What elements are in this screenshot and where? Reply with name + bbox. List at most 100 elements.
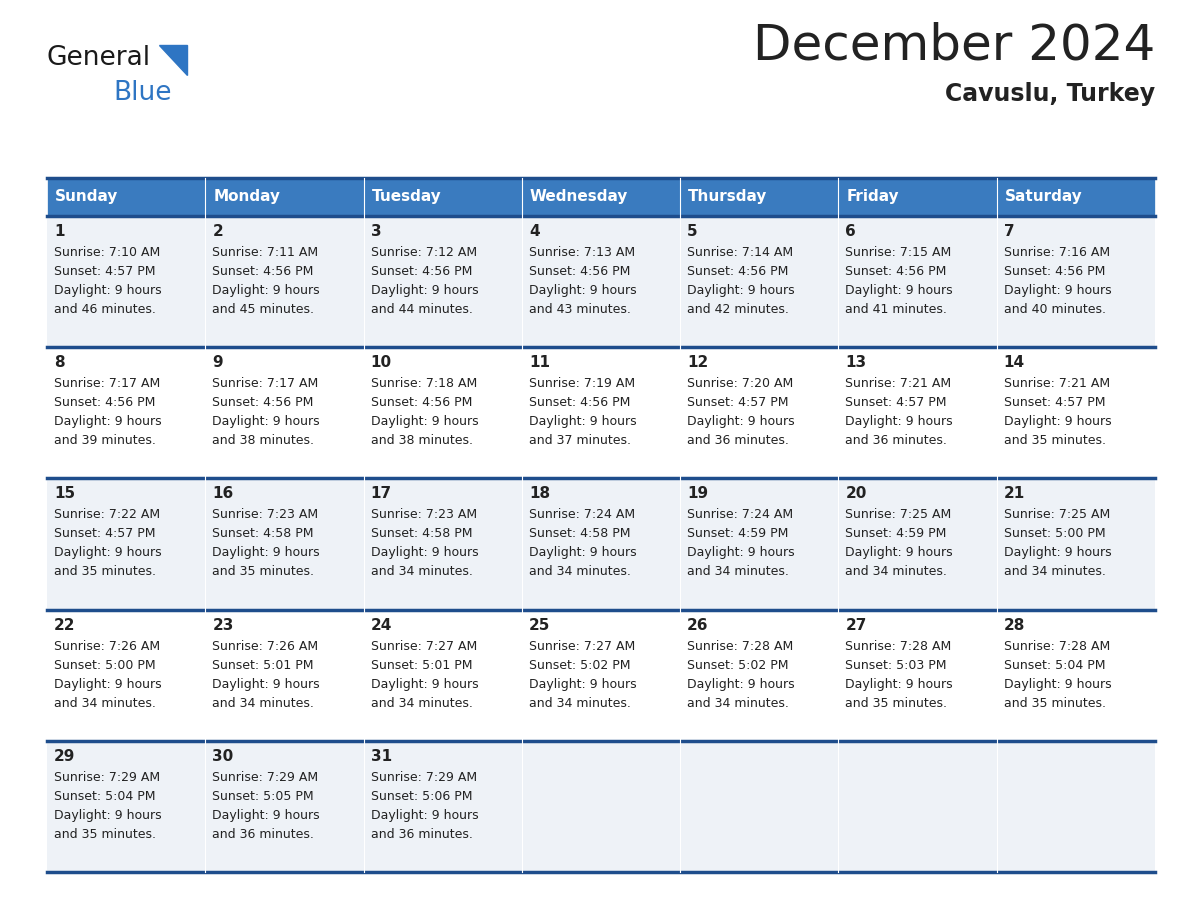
Bar (364, 216, 522, 347)
Text: Daylight: 9 hours: Daylight: 9 hours (53, 284, 162, 297)
Text: Sunrise: 7:23 AM: Sunrise: 7:23 AM (371, 509, 476, 521)
Bar (48, 216, 206, 347)
Text: Sunrise: 7:22 AM: Sunrise: 7:22 AM (53, 509, 160, 521)
Text: Sunset: 4:56 PM: Sunset: 4:56 PM (1004, 265, 1105, 278)
Text: 14: 14 (1004, 355, 1025, 370)
Text: Saturday: Saturday (1005, 189, 1082, 205)
Text: Sunset: 5:03 PM: Sunset: 5:03 PM (846, 658, 947, 672)
Text: Sunrise: 7:23 AM: Sunrise: 7:23 AM (213, 509, 318, 521)
Text: Sunrise: 7:19 AM: Sunrise: 7:19 AM (529, 377, 634, 390)
Text: Daylight: 9 hours: Daylight: 9 hours (846, 415, 953, 428)
Text: and 35 minutes.: and 35 minutes. (53, 565, 156, 578)
Text: Sunset: 5:01 PM: Sunset: 5:01 PM (213, 658, 314, 672)
Bar (48, 610, 206, 741)
Text: and 45 minutes.: and 45 minutes. (213, 303, 315, 316)
Text: Sunrise: 7:17 AM: Sunrise: 7:17 AM (213, 377, 318, 390)
Text: December 2024: December 2024 (753, 22, 1155, 70)
Bar (839, 216, 997, 347)
Text: Sunrise: 7:29 AM: Sunrise: 7:29 AM (53, 771, 160, 784)
Text: Daylight: 9 hours: Daylight: 9 hours (213, 546, 320, 559)
Bar (206, 216, 364, 347)
Text: 11: 11 (529, 355, 550, 370)
Text: and 43 minutes.: and 43 minutes. (529, 303, 631, 316)
Text: and 34 minutes.: and 34 minutes. (529, 565, 631, 578)
Text: and 34 minutes.: and 34 minutes. (687, 565, 789, 578)
Text: and 34 minutes.: and 34 minutes. (213, 697, 314, 710)
Bar (206, 610, 364, 741)
Text: Sunrise: 7:28 AM: Sunrise: 7:28 AM (687, 640, 794, 653)
Bar (681, 478, 839, 610)
Text: and 34 minutes.: and 34 minutes. (846, 565, 947, 578)
Text: Sunset: 5:00 PM: Sunset: 5:00 PM (53, 658, 156, 672)
Text: Sunset: 4:58 PM: Sunset: 4:58 PM (371, 528, 472, 541)
Bar (839, 347, 997, 478)
Text: Daylight: 9 hours: Daylight: 9 hours (846, 546, 953, 559)
Text: 4: 4 (529, 224, 539, 239)
Text: Sunset: 4:58 PM: Sunset: 4:58 PM (529, 528, 631, 541)
Bar (681, 741, 839, 872)
Text: 15: 15 (53, 487, 75, 501)
Text: Daylight: 9 hours: Daylight: 9 hours (846, 677, 953, 690)
Text: Sunset: 5:05 PM: Sunset: 5:05 PM (213, 789, 314, 803)
Text: Daylight: 9 hours: Daylight: 9 hours (371, 284, 479, 297)
Bar (997, 610, 1155, 741)
Bar (206, 741, 364, 872)
Text: Sunset: 4:59 PM: Sunset: 4:59 PM (687, 528, 789, 541)
Text: and 34 minutes.: and 34 minutes. (371, 565, 473, 578)
Text: and 35 minutes.: and 35 minutes. (53, 828, 156, 841)
Text: Daylight: 9 hours: Daylight: 9 hours (1004, 677, 1111, 690)
Text: Sunset: 5:00 PM: Sunset: 5:00 PM (1004, 528, 1105, 541)
Text: and 34 minutes.: and 34 minutes. (529, 697, 631, 710)
Text: Sunset: 5:04 PM: Sunset: 5:04 PM (1004, 658, 1105, 672)
Text: and 34 minutes.: and 34 minutes. (371, 697, 473, 710)
Bar (522, 741, 681, 872)
Text: Sunrise: 7:27 AM: Sunrise: 7:27 AM (529, 640, 636, 653)
Text: Sunrise: 7:16 AM: Sunrise: 7:16 AM (1004, 246, 1110, 259)
Text: and 34 minutes.: and 34 minutes. (1004, 565, 1106, 578)
Bar (206, 178, 364, 216)
Text: Sunrise: 7:25 AM: Sunrise: 7:25 AM (846, 509, 952, 521)
Text: 23: 23 (213, 618, 234, 633)
Bar (522, 178, 681, 216)
Text: and 35 minutes.: and 35 minutes. (846, 697, 947, 710)
Text: Sunset: 4:58 PM: Sunset: 4:58 PM (213, 528, 314, 541)
Text: and 41 minutes.: and 41 minutes. (846, 303, 947, 316)
Bar (839, 478, 997, 610)
Text: and 34 minutes.: and 34 minutes. (687, 697, 789, 710)
Text: Daylight: 9 hours: Daylight: 9 hours (213, 809, 320, 822)
Text: 5: 5 (687, 224, 697, 239)
Text: Sunset: 5:02 PM: Sunset: 5:02 PM (529, 658, 631, 672)
Text: Wednesday: Wednesday (530, 189, 628, 205)
Text: 28: 28 (1004, 618, 1025, 633)
Text: Sunrise: 7:24 AM: Sunrise: 7:24 AM (687, 509, 794, 521)
Text: and 36 minutes.: and 36 minutes. (213, 828, 314, 841)
Bar (48, 347, 206, 478)
Bar (364, 347, 522, 478)
Text: Daylight: 9 hours: Daylight: 9 hours (846, 284, 953, 297)
Bar (839, 741, 997, 872)
Text: Daylight: 9 hours: Daylight: 9 hours (687, 284, 795, 297)
Text: Sunset: 5:01 PM: Sunset: 5:01 PM (371, 658, 472, 672)
Bar (997, 347, 1155, 478)
Text: Daylight: 9 hours: Daylight: 9 hours (1004, 284, 1111, 297)
Text: 21: 21 (1004, 487, 1025, 501)
Text: Daylight: 9 hours: Daylight: 9 hours (529, 677, 637, 690)
Text: Sunrise: 7:29 AM: Sunrise: 7:29 AM (371, 771, 476, 784)
Text: 27: 27 (846, 618, 867, 633)
Text: Daylight: 9 hours: Daylight: 9 hours (371, 415, 479, 428)
Text: Cavuslu, Turkey: Cavuslu, Turkey (944, 82, 1155, 106)
Text: Thursday: Thursday (688, 189, 767, 205)
Text: Friday: Friday (846, 189, 899, 205)
Text: Sunset: 4:59 PM: Sunset: 4:59 PM (846, 528, 947, 541)
Bar (997, 216, 1155, 347)
Text: Sunset: 4:56 PM: Sunset: 4:56 PM (846, 265, 947, 278)
Text: Daylight: 9 hours: Daylight: 9 hours (213, 415, 320, 428)
Text: 26: 26 (687, 618, 709, 633)
Text: and 42 minutes.: and 42 minutes. (687, 303, 789, 316)
Text: Sunday: Sunday (55, 189, 119, 205)
Text: Sunrise: 7:15 AM: Sunrise: 7:15 AM (846, 246, 952, 259)
Text: 17: 17 (371, 487, 392, 501)
Text: 6: 6 (846, 224, 857, 239)
Text: 30: 30 (213, 749, 234, 764)
Text: Daylight: 9 hours: Daylight: 9 hours (529, 415, 637, 428)
